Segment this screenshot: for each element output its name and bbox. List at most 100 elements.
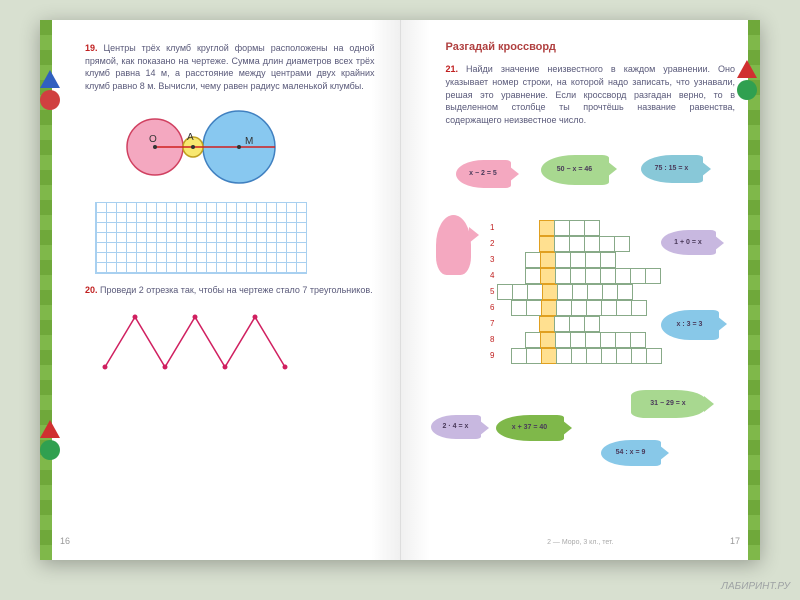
crossword-cell (585, 252, 601, 268)
fish-equation: 1 + 0 = x (661, 230, 716, 255)
crossword-cell (571, 300, 587, 316)
crossword-cell (511, 300, 527, 316)
crossword-cell (542, 284, 558, 300)
fish-equation: 75 : 15 = x (641, 155, 703, 183)
crossword-cell (569, 236, 585, 252)
answer-grid (95, 202, 307, 274)
crossword-grid: 123456789 (481, 220, 662, 364)
circles-diagram: O A M (95, 102, 345, 192)
crossword-row: 1 (481, 220, 662, 236)
crossword-cell (572, 284, 588, 300)
task-19: 19. Центры трёх клумб круглой формы расп… (85, 42, 375, 92)
fish-equation: x − 2 = 5 (456, 160, 511, 188)
crossword-row: 6 (481, 300, 662, 316)
crossword-cell (600, 252, 616, 268)
crossword-cell (569, 220, 585, 236)
crossword-cell (584, 220, 600, 236)
watermark: ЛАБИРИНТ.РУ (721, 581, 790, 592)
crossword-cell (554, 220, 570, 236)
fish-equation (436, 215, 471, 275)
crossword-cell (646, 348, 662, 364)
crossword-cell (570, 252, 586, 268)
svg-text:M: M (245, 136, 253, 147)
crossword-row: 8 (481, 332, 662, 348)
crossword-cell (555, 332, 571, 348)
crossword-cell (631, 300, 647, 316)
crossword-cell (584, 316, 600, 332)
page-number: 16 (60, 535, 70, 548)
fish-equation: 31 − 29 = x (631, 390, 706, 418)
crossword-cell (570, 268, 586, 284)
task-21: 21. Найди значение неизвестного в каждом… (446, 63, 736, 126)
crossword-cell (540, 332, 556, 348)
crossword-row: 7 (481, 316, 662, 332)
task-number: 20. (85, 285, 98, 295)
crossword-cell (540, 252, 556, 268)
left-page: 19. Центры трёх клумб круглой формы расп… (40, 20, 401, 560)
crossword-cell (645, 268, 661, 284)
crossword-cell (539, 316, 555, 332)
fish-equation: 54 : x = 9 (601, 440, 661, 466)
task-number: 19. (85, 43, 98, 53)
crossword-cell (526, 300, 542, 316)
crossword-cell (601, 348, 617, 364)
crossword-row: 2 (481, 236, 662, 252)
task-number: 21. (446, 64, 459, 74)
crossword-cell (497, 284, 513, 300)
crossword-cell (600, 332, 616, 348)
gnome-decoration (35, 420, 65, 470)
book-spread: 19. Центры трёх клумб круглой формы расп… (40, 20, 760, 560)
crossword-cell (541, 300, 557, 316)
crossword-cell (556, 300, 572, 316)
right-page: Разгадай кроссворд 21. Найди значение не… (401, 20, 761, 560)
crossword-cell (525, 252, 541, 268)
crossword-cell (615, 332, 631, 348)
crossword-cell (584, 236, 600, 252)
task-text: Найди значение неизвестного в каждом ура… (446, 64, 736, 124)
crossword-cell (630, 268, 646, 284)
crossword-cell (616, 300, 632, 316)
jester-decoration (732, 60, 762, 110)
crossword-cell (554, 236, 570, 252)
crossword-cell (556, 348, 572, 364)
task-20: 20. Проведи 2 отрезка так, чтобы на черт… (85, 284, 375, 297)
gnome-decoration (35, 70, 65, 120)
crossword-cell (631, 348, 647, 364)
crossword-cell (539, 236, 555, 252)
crossword-title: Разгадай кроссворд (446, 40, 736, 55)
page-number: 17 (730, 535, 740, 548)
footer-note: 2 — Моро, 3 кл., тет. (547, 538, 613, 548)
crossword-cell (527, 284, 543, 300)
crossword-row: 3 (481, 252, 662, 268)
crossword-cell (525, 332, 541, 348)
crossword-cell (586, 300, 602, 316)
crossword-cell (586, 348, 602, 364)
crossword-cell (615, 268, 631, 284)
crossword-cell (555, 268, 571, 284)
crossword-cell (511, 348, 527, 364)
crossword-cell (616, 348, 632, 364)
crossword-cell (585, 268, 601, 284)
crossword-cell (617, 284, 633, 300)
crossword-cell (525, 268, 541, 284)
crossword-cell (587, 284, 603, 300)
crossword-cell (569, 316, 585, 332)
crossword-cell (512, 284, 528, 300)
crossword-cell (570, 332, 586, 348)
fish-equation: 50 − x = 46 (541, 155, 609, 185)
crossword-cell (554, 316, 570, 332)
task-text: Центры трёх клумб круглой формы располож… (85, 43, 375, 91)
crossword-cell (585, 332, 601, 348)
diagram-svg: O A M (95, 102, 345, 192)
crossword-cell (555, 252, 571, 268)
crossword-cell (540, 268, 556, 284)
crossword-row: 5 (481, 284, 662, 300)
fish-equation: x : 3 = 3 (661, 310, 719, 340)
zigzag-diagram (95, 307, 335, 377)
crossword-cell (602, 284, 618, 300)
crossword-cell (557, 284, 573, 300)
crossword-cell (614, 236, 630, 252)
fish-equation: x + 37 = 40 (496, 415, 564, 441)
fish-equation: 2 · 4 = x (431, 415, 481, 439)
crossword-row: 4 (481, 268, 662, 284)
